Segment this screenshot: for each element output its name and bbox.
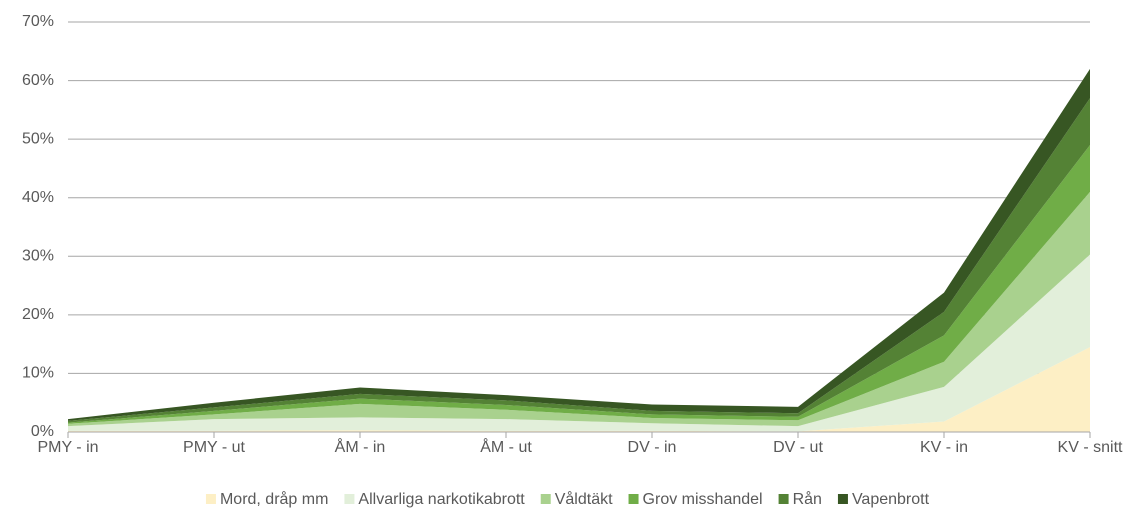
legend-swatch: [344, 494, 355, 504]
y-tick-label: 10%: [22, 365, 54, 382]
legend-label: Vapenbrott: [852, 491, 930, 508]
y-tick-label: 60%: [22, 72, 54, 89]
legend-swatch: [778, 494, 789, 504]
x-tick-label: PMY - ut: [183, 439, 246, 456]
legend-swatch: [837, 494, 848, 504]
y-tick-label: 40%: [22, 189, 54, 206]
y-tick-label: 30%: [22, 248, 54, 265]
legend-swatch: [628, 494, 639, 504]
x-tick-label: KV - snitt: [1058, 439, 1123, 456]
legend-label: Mord, dråp mm: [220, 490, 328, 508]
x-tick-label: DV - ut: [773, 439, 823, 456]
legend-label: Allvarliga narkotikabrott: [358, 491, 525, 508]
x-tick-label: ÅM - in: [335, 437, 386, 456]
legend-label: Våldtäkt: [555, 490, 613, 508]
legend: Mord, dråp mm Allvarliga narkotikabrott Vå…: [205, 490, 930, 508]
legend-label: Rån: [793, 490, 822, 508]
legend-label: Grov misshandel: [643, 491, 763, 508]
y-tick-label: 70%: [22, 13, 54, 30]
x-tick-label: ÅM - ut: [480, 437, 532, 456]
x-tick-label: KV - in: [920, 439, 968, 456]
y-tick-label: 20%: [22, 306, 54, 323]
y-tick-label: 0%: [31, 423, 54, 440]
y-tick-label: 50%: [22, 130, 54, 147]
area: [68, 347, 1090, 432]
x-tick-label: DV - in: [628, 439, 677, 456]
x-tick-label: PMY - in: [37, 439, 98, 456]
legend-swatch: [540, 494, 551, 504]
legend-swatch: [205, 494, 216, 504]
